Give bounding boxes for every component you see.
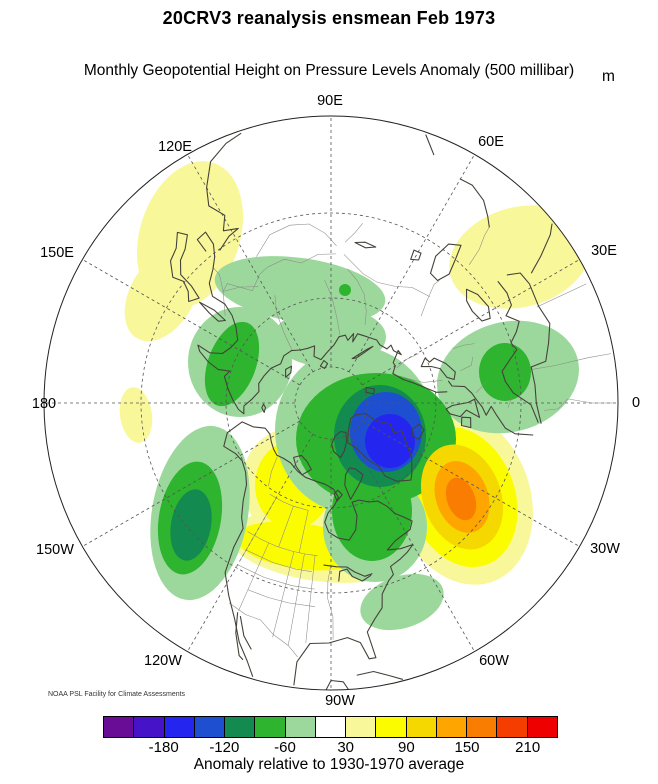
country-state-borders bbox=[212, 223, 616, 658]
colorbar-tick: 150 bbox=[454, 739, 480, 756]
colorbar-cell bbox=[104, 717, 135, 737]
map-boundary-circle bbox=[43, 115, 619, 691]
colorbar-tick: -60 bbox=[274, 739, 296, 756]
colorbar-cell bbox=[376, 717, 407, 737]
colorbar-cell bbox=[346, 717, 377, 737]
longitude-labels: 90E 120E 150E 180 150W 120W 90W 60W 30W … bbox=[32, 93, 640, 709]
lon-label-30w: 30W bbox=[590, 541, 620, 557]
colorbar-cell bbox=[315, 717, 347, 737]
lon-label-0: 0 bbox=[632, 395, 640, 411]
colorbar-cell bbox=[497, 717, 528, 737]
colorbar-cell bbox=[406, 717, 437, 737]
lon-label-120w: 120W bbox=[144, 653, 182, 669]
lon-label-180: 180 bbox=[32, 396, 56, 412]
colorbar-cell bbox=[134, 717, 165, 737]
colorbar-cell bbox=[255, 717, 286, 737]
colorbar-tick: 90 bbox=[397, 739, 415, 756]
credit-text: NOAA PSL Facility for Climate Assessment… bbox=[48, 691, 186, 698]
lon-label-90e: 90E bbox=[317, 93, 343, 109]
lon-label-60e: 60E bbox=[478, 134, 504, 150]
colorbar-cell bbox=[164, 717, 195, 737]
colorbar-tick: 210 bbox=[515, 739, 541, 756]
colorbar-caption: Anomaly relative to 1930-1970 average bbox=[193, 756, 465, 773]
coastlines bbox=[169, 132, 553, 690]
colorbar-tick: -120 bbox=[209, 739, 240, 756]
lon-label-60w: 60W bbox=[479, 653, 509, 669]
colorbar-tick: -180 bbox=[148, 739, 179, 756]
units-label: m bbox=[602, 68, 615, 85]
page-title: 20CRV3 reanalysis ensmean Feb 1973 bbox=[162, 8, 496, 28]
anomaly-shading bbox=[119, 161, 591, 631]
colorbar-cell bbox=[436, 717, 468, 737]
lon-label-150w: 150W bbox=[36, 542, 74, 558]
colorbar-cell bbox=[467, 717, 498, 737]
lon-label-120e: 120E bbox=[158, 139, 192, 155]
lon-label-150e: 150E bbox=[40, 245, 74, 261]
polar-map: 90E 120E 150E 180 150W 120W 90W 60W 30W … bbox=[32, 93, 640, 709]
lon-label-30e: 30E bbox=[591, 243, 617, 259]
colorbar-cell bbox=[285, 717, 316, 737]
graticule bbox=[44, 116, 618, 690]
colorbar bbox=[103, 716, 558, 738]
colorbar-tick-labels: -180 -120 -60 30 90 150 210 bbox=[0, 739, 658, 757]
plot-subtitle: Monthly Geopotential Height on Pressure … bbox=[83, 62, 575, 79]
lon-label-90w: 90W bbox=[325, 693, 355, 709]
colorbar-cell bbox=[527, 717, 557, 737]
colorbar-cell bbox=[194, 717, 226, 737]
colorbar-tick: 30 bbox=[337, 739, 354, 756]
colorbar-cell bbox=[225, 717, 256, 737]
